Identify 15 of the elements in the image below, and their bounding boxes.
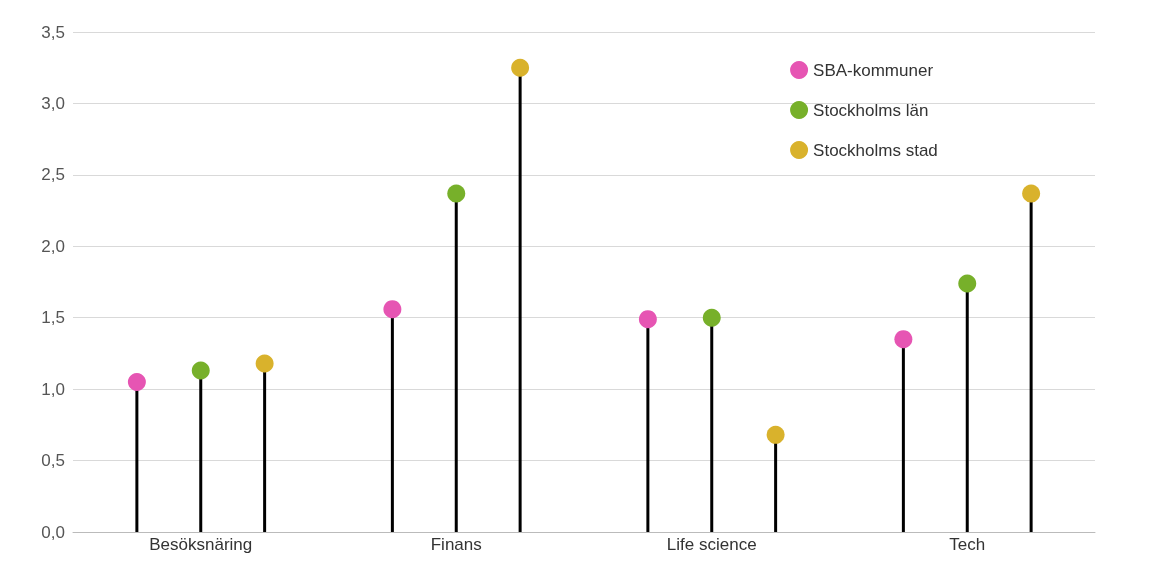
x-tick-label: Besöksnäring	[149, 535, 253, 554]
legend-label: Stockholms län	[813, 100, 929, 120]
y-tick-label: 0,5	[41, 451, 65, 471]
x-tick-label: Finans	[430, 535, 482, 554]
y-tick-label: 2,0	[41, 236, 65, 256]
x-tick-label: Life science	[666, 535, 757, 554]
y-tick-label: 1,5	[41, 308, 65, 328]
y-tick-label: 3,0	[41, 93, 65, 113]
y-tick-label: 1,0	[41, 379, 65, 399]
y-tick-label: 0,0	[41, 522, 65, 542]
y-tick-label: 3,5	[41, 22, 65, 42]
legend-label: Stockholms stad	[813, 140, 938, 160]
legend-label: SBA-kommuner	[813, 60, 934, 80]
y-tick-label: 2,5	[41, 165, 65, 185]
x-tick-label: Tech	[949, 535, 986, 554]
